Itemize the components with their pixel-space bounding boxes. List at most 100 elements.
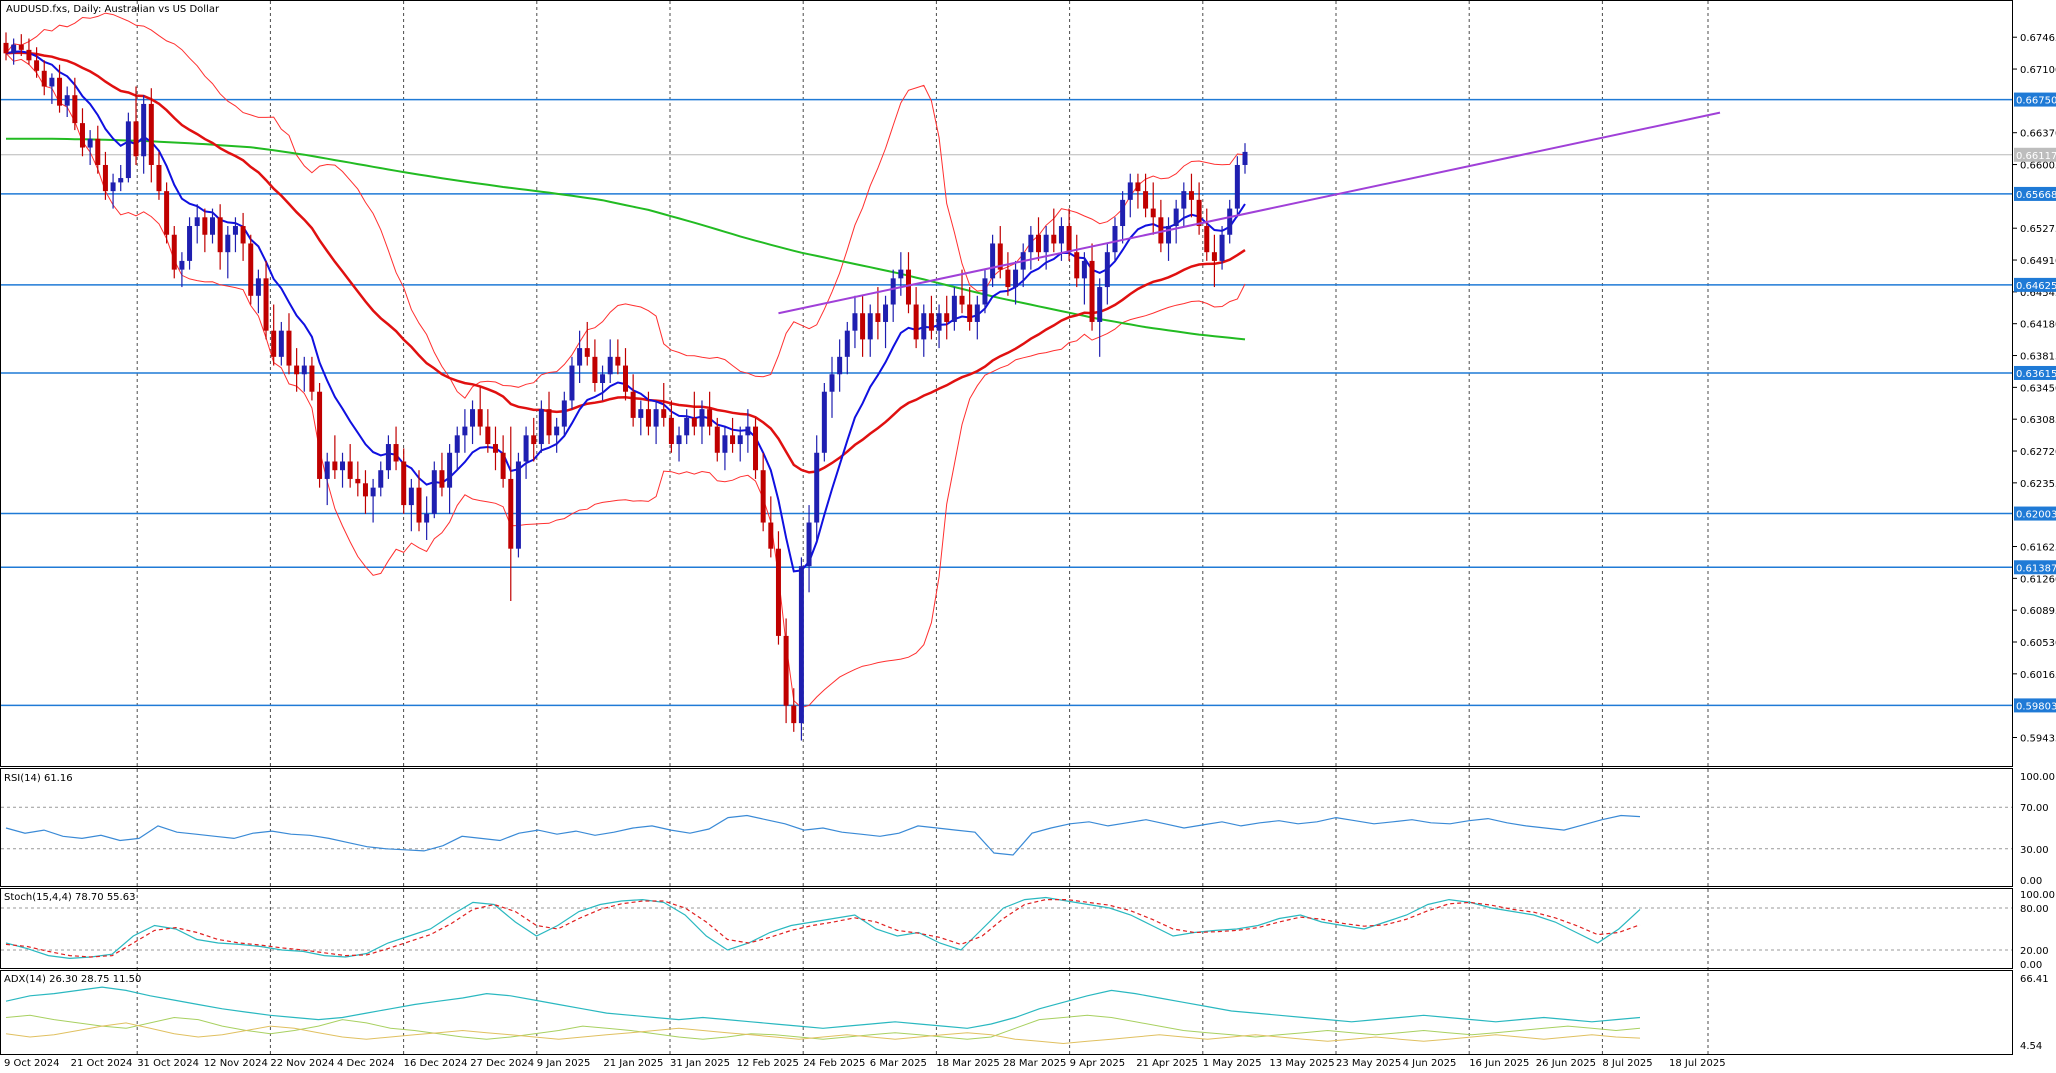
- candle-body: [668, 417, 674, 445]
- candle-body: [997, 243, 1003, 270]
- y-tick-label: 0.60165: [2020, 670, 2056, 681]
- candle-body: [454, 435, 460, 453]
- price-pane[interactable]: [0, 0, 2013, 767]
- candle-body: [217, 217, 223, 253]
- candle-body: [1097, 287, 1103, 322]
- level-tag-bg: [2014, 365, 2056, 380]
- rsi-pane[interactable]: [0, 768, 2013, 887]
- current-tag-text: 0.66117: [2016, 151, 2056, 162]
- current-price-tag: 0.66117: [2014, 147, 2056, 162]
- candle-body: [309, 365, 315, 392]
- candle-body: [653, 409, 659, 427]
- candle-body: [867, 313, 873, 340]
- candles: [3, 32, 1248, 741]
- level-tag-text: 0.66750: [2016, 96, 2056, 107]
- candle-body: [1104, 252, 1110, 288]
- candle-body: [753, 426, 759, 471]
- candle-body: [1143, 191, 1149, 209]
- candle-body: [982, 278, 988, 305]
- candle-body: [783, 635, 789, 706]
- candle-body: [110, 182, 116, 192]
- x-tick-label: 21 Oct 2024: [71, 1058, 133, 1069]
- adx-pane[interactable]: [0, 970, 2013, 1055]
- candle-body: [408, 487, 414, 506]
- x-tick-label: 9 Oct 2024: [4, 1058, 59, 1069]
- candle-body: [125, 121, 131, 179]
- x-tick-label: 18 Jul 2025: [1669, 1058, 1726, 1069]
- candle-body: [600, 374, 606, 383]
- candle-body: [1188, 191, 1194, 200]
- x-tick-label: 21 Jan 2025: [603, 1058, 663, 1069]
- candle-body: [974, 304, 980, 322]
- x-tick-label: 13 May 2025: [1269, 1058, 1334, 1069]
- vertical-grid: [136, 1, 1709, 1054]
- price-tags: 0.66750 0.65668 0.64625 0.63615 0.62003 0.613…: [2014, 92, 2056, 713]
- x-tick-label: 26 Jun 2025: [1536, 1058, 1596, 1069]
- candle-body: [546, 409, 552, 436]
- candle-body: [301, 365, 307, 375]
- x-tick-label: 31 Jan 2025: [670, 1058, 730, 1069]
- stoch-pane[interactable]: [0, 888, 2013, 969]
- minus-di-line: [5, 1022, 1641, 1045]
- candle-body: [1166, 226, 1172, 244]
- candle-body: [378, 470, 384, 488]
- trendline[interactable]: [778, 111, 1721, 315]
- candle-body: [883, 304, 889, 322]
- candle-body: [118, 178, 124, 183]
- candle-body: [1120, 199, 1126, 227]
- candle-body: [1066, 226, 1072, 253]
- candle-body: [286, 330, 292, 366]
- candle-body: [470, 409, 476, 427]
- candle-body: [951, 295, 957, 322]
- candle-body: [370, 487, 376, 497]
- plus-di-line: [5, 1014, 1641, 1040]
- indicator-tick-label: 66.41: [2020, 974, 2049, 985]
- indicator-tick-label: 100.00: [2020, 890, 2055, 901]
- candle-body: [592, 356, 598, 383]
- candle-body: [34, 60, 40, 71]
- candle-body: [263, 278, 269, 331]
- candle-body: [584, 348, 590, 357]
- candle-body: [898, 269, 904, 279]
- candle-body: [852, 313, 858, 331]
- candle-body: [844, 330, 850, 357]
- x-tick-label: 24 Feb 2025: [803, 1058, 865, 1069]
- x-tick-label: 16 Jun 2025: [1469, 1058, 1529, 1069]
- candle-body: [760, 470, 766, 523]
- indicator-tick-label: 80.00: [2020, 904, 2049, 915]
- level-tag-bg: [2014, 277, 2056, 292]
- y-tick-label: 0.63815: [2020, 352, 2056, 363]
- candle-body: [347, 461, 353, 479]
- candle-body: [141, 103, 147, 157]
- candle-body: [1158, 217, 1164, 244]
- y-tick-label: 0.67465: [2020, 33, 2056, 44]
- candle-body: [225, 234, 231, 253]
- candle-body: [990, 243, 996, 279]
- candle-body: [362, 483, 368, 497]
- candle-body: [737, 435, 743, 445]
- level-price-tag: 0.63615: [2014, 365, 2056, 380]
- x-tick-label: 6 Mar 2025: [870, 1058, 927, 1069]
- candle-body: [1036, 234, 1041, 253]
- slow-moving-average: [6, 137, 1246, 341]
- candle-body: [87, 138, 93, 148]
- candle-body: [691, 417, 697, 427]
- candle-body: [1242, 151, 1248, 165]
- y-tick-label: 0.63085: [2020, 415, 2056, 426]
- x-tick-label: 12 Nov 2024: [204, 1058, 268, 1069]
- candle-body: [439, 470, 445, 488]
- stoch-title: Stoch(15,4,4) 78.70 55.63: [4, 892, 135, 903]
- indicator-tick-label: 0.00: [2020, 960, 2042, 971]
- candle-body: [569, 365, 575, 401]
- candle-body: [1043, 234, 1049, 253]
- candle-body: [1081, 260, 1087, 279]
- candle-body: [1196, 199, 1202, 227]
- candle-body: [1181, 191, 1187, 209]
- candle-body: [401, 461, 407, 506]
- candle-body: [1219, 234, 1225, 261]
